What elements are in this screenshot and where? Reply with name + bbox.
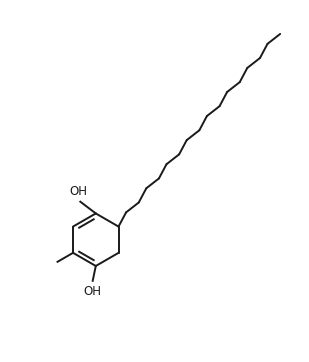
Text: OH: OH [70, 185, 88, 198]
Text: OH: OH [84, 285, 102, 298]
